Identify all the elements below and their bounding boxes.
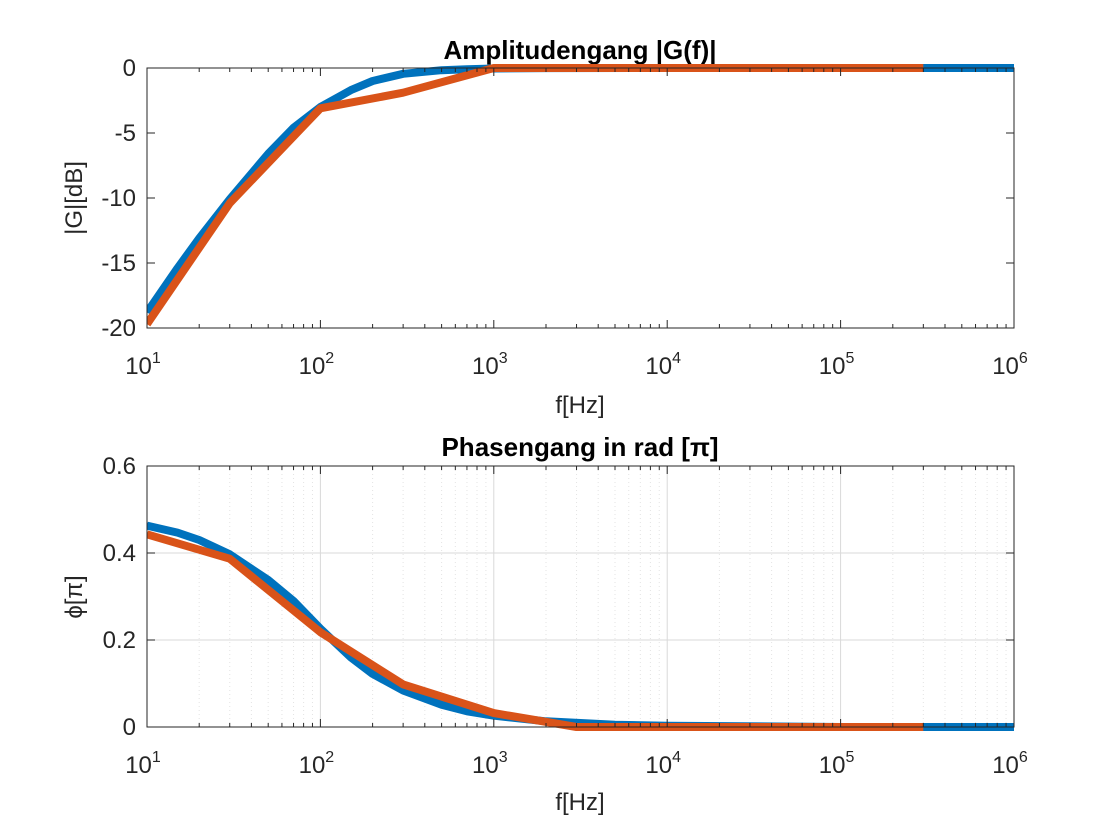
phase-y-tick-label: 0.4	[103, 540, 136, 567]
phase-y-axis-label: ϕ[π]	[61, 575, 88, 618]
magnitude-y-tick-label: -10	[101, 185, 136, 212]
magnitude-y-tick-label: -5	[115, 120, 136, 147]
magnitude-y-tick-label: -20	[101, 315, 136, 342]
magnitude-plot-title: Amplitudengang |G(f)|	[443, 35, 716, 65]
magnitude-y-axis-label: |G|[dB]	[61, 161, 88, 235]
phase-y-tick-label: 0.6	[103, 453, 136, 480]
phase-axes-box	[146, 465, 1015, 728]
phase-y-tick-label: 0	[123, 714, 136, 741]
phase-plot: Phasengang in rad [π] f[Hz] ϕ[π] 101 102 1…	[61, 432, 1028, 816]
magnitude-y-tick-label: -15	[101, 250, 136, 277]
magnitude-plot-area	[147, 68, 1014, 328]
magnitude-y-tick-label: 0	[123, 55, 136, 82]
phase-plot-title: Phasengang in rad [π]	[441, 432, 718, 462]
phase-y-tick-label: 0.2	[103, 627, 136, 654]
phase-x-axis-label: f[Hz]	[555, 789, 604, 816]
magnitude-x-axis-label: f[Hz]	[555, 392, 604, 419]
